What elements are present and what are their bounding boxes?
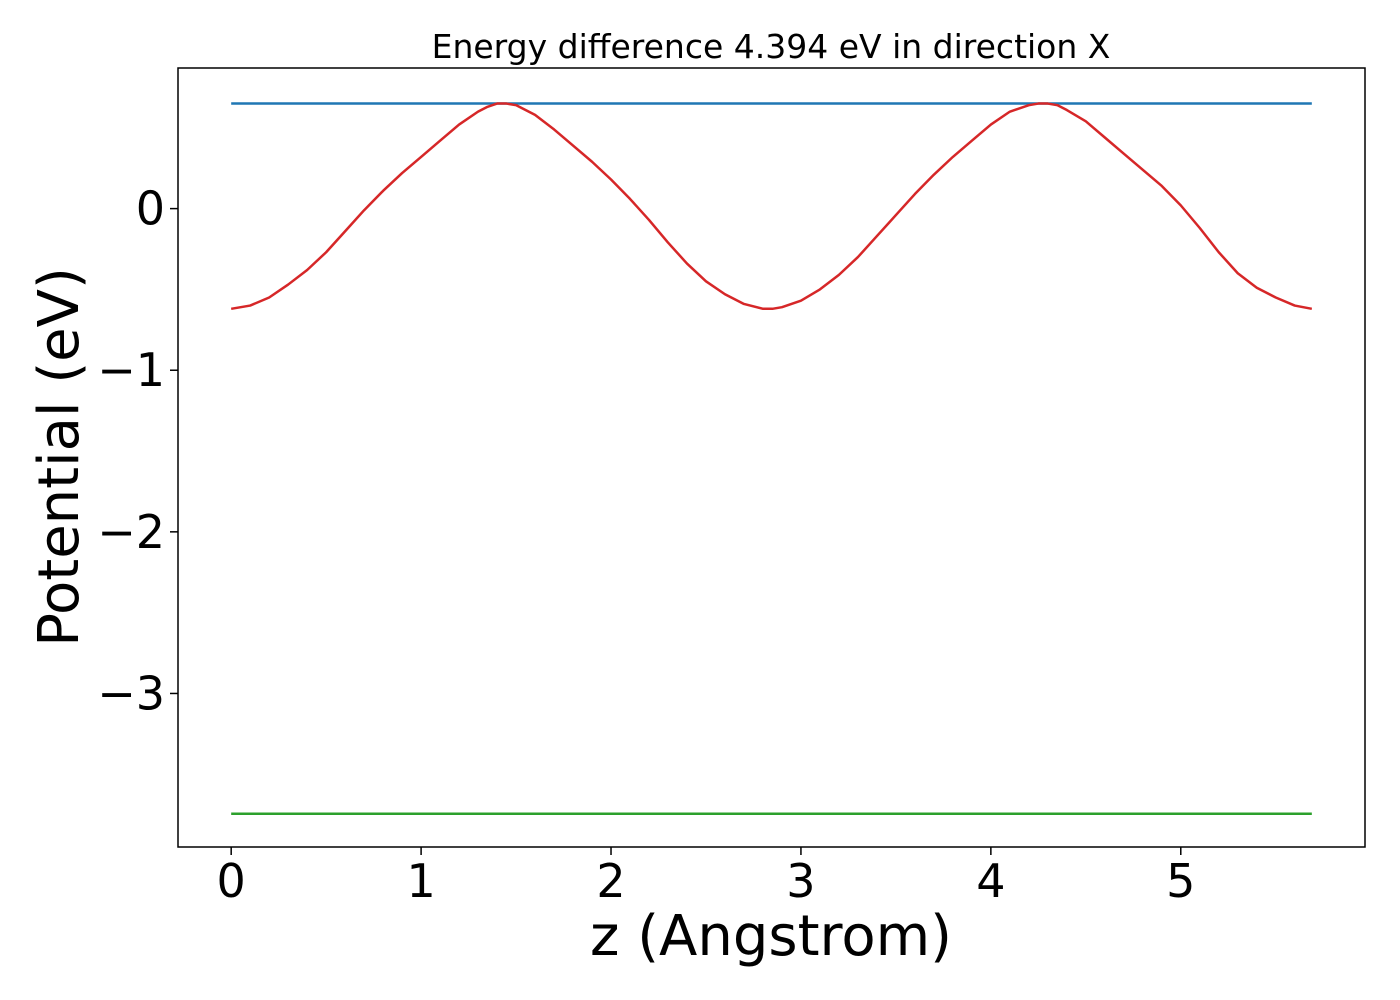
x-tick-label: 5: [1166, 854, 1195, 908]
y-axis: 0 −1 −2 −3: [97, 182, 178, 720]
x-tick-label: 2: [596, 854, 625, 908]
x-tick-label: 0: [217, 854, 246, 908]
y-tick-label: 0: [136, 182, 165, 236]
y-tick-label: −2: [97, 505, 165, 559]
plot-frame: [177, 67, 1366, 848]
x-axis: 0 1 2 3 4 5: [217, 847, 1195, 908]
series-layer: [230, 102, 1313, 815]
x-axis-label: z (Angstrom): [590, 904, 952, 969]
chart-title: Energy difference 4.394 eV in direction …: [432, 27, 1111, 66]
x-tick-label: 3: [786, 854, 815, 908]
series-line-3: [230, 102, 1313, 311]
x-tick-label: 1: [406, 854, 435, 908]
y-tick-label: −1: [97, 343, 165, 397]
x-tick-label: 4: [976, 854, 1005, 908]
y-tick-label: −3: [97, 666, 165, 720]
y-axis-label: Potential (eV): [27, 267, 92, 647]
